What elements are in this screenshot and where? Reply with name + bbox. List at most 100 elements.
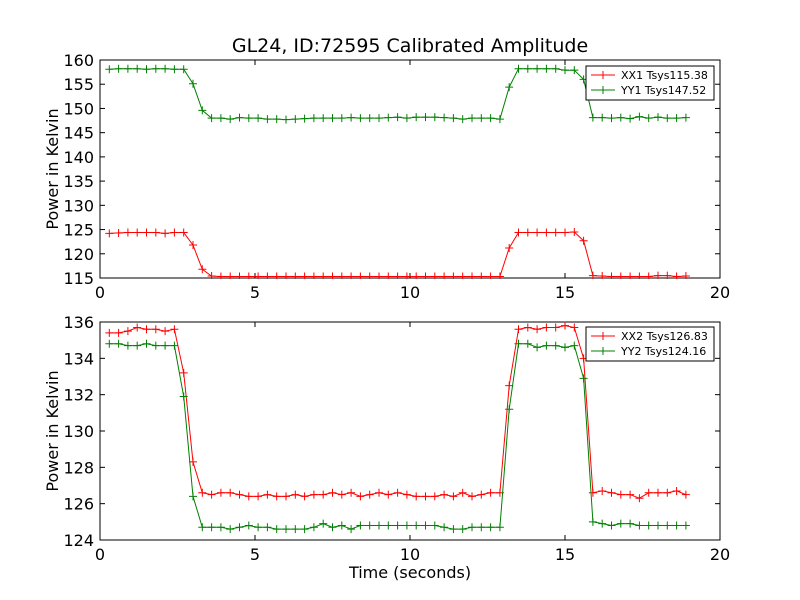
data-point [309,272,318,279]
data-point [179,368,188,377]
data-point [123,228,132,237]
legend-marker [599,347,607,355]
data-point [244,272,253,279]
data-point [588,113,597,122]
data-point [207,523,216,532]
data-point [477,523,486,532]
data-point [412,492,421,501]
data-point [402,114,411,123]
data-point [142,339,151,348]
legend-label: YY2 Tsys124.16 [620,345,706,358]
data-point [458,272,467,279]
series-yy2 [105,339,690,534]
data-point [179,228,188,237]
data-point [533,325,542,334]
data-point [616,519,625,528]
data-point [412,521,421,530]
data-point [291,525,300,534]
data-point [105,339,114,348]
data-point [151,64,160,73]
data-point [440,113,449,122]
data-point [272,272,281,279]
data-point [672,114,681,123]
data-point [123,64,132,73]
data-point [244,521,253,530]
data-point [337,114,346,123]
data-point [263,272,272,279]
data-point [486,114,495,123]
legend-marker [599,332,607,340]
y-tick-label: 136 [63,313,94,332]
x-tick-label: 5 [250,283,260,302]
data-point [291,490,300,499]
data-point [384,521,393,530]
y-tick-label: 130 [63,196,94,215]
data-point [226,272,235,279]
data-point [309,523,318,532]
y-axis-label: Power in Kelvin [43,370,62,491]
y-tick-label: 125 [63,221,94,240]
data-point [142,228,151,237]
data-point [477,490,486,499]
data-point [495,523,504,532]
data-point [300,525,309,534]
data-point [458,488,467,497]
data-point [291,115,300,124]
data-point [402,521,411,530]
data-point [561,343,569,352]
data-point [635,112,644,121]
data-point [375,488,383,497]
data-point [393,272,402,279]
data-point [114,64,123,73]
y-tick-label: 126 [63,495,94,514]
data-point [607,488,616,497]
data-point [309,490,318,499]
y-tick-label: 140 [63,148,94,167]
data-point [142,65,151,74]
data-point [542,323,551,332]
data-point [607,114,616,123]
data-point [254,492,263,501]
data-point [644,272,653,279]
data-point [282,272,290,279]
data-point [616,113,625,122]
data-point [644,114,653,123]
y-tick-label: 132 [63,386,94,405]
data-point [151,228,160,237]
data-point [523,323,532,332]
bottom-subplot: 0 5 10 15 20 124 126 128 130 132 134 136 Power in Ke… [43,313,730,582]
data-point [421,492,430,501]
data-point [309,114,318,123]
data-point [216,114,225,123]
data-point [300,492,309,501]
data-point [226,525,235,534]
x-axis-label: Time (seconds) [348,563,471,582]
x-tick-label: 0 [95,283,105,302]
data-point [654,488,662,497]
data-point [244,492,253,501]
data-point [198,523,207,532]
series-xx1 [105,227,690,279]
legend: XX1 Tsys115.38 YY1 Tsys147.52 [585,65,715,101]
data-point [263,115,272,124]
data-point [254,523,263,532]
data-point [505,83,514,92]
data-point [468,114,476,123]
data-point [626,272,635,279]
data-point [375,114,383,123]
data-point [458,115,467,124]
data-point [384,272,393,279]
data-point [616,272,625,279]
legend-marker [599,86,607,94]
data-point [588,517,597,526]
y-tick-label: 115 [63,269,94,288]
data-point [244,114,253,123]
data-point [561,321,569,330]
data-point [672,272,681,279]
data-point [114,339,123,348]
data-point [505,405,514,414]
data-point [588,488,597,497]
data-point [151,325,160,334]
data-point [635,272,644,279]
